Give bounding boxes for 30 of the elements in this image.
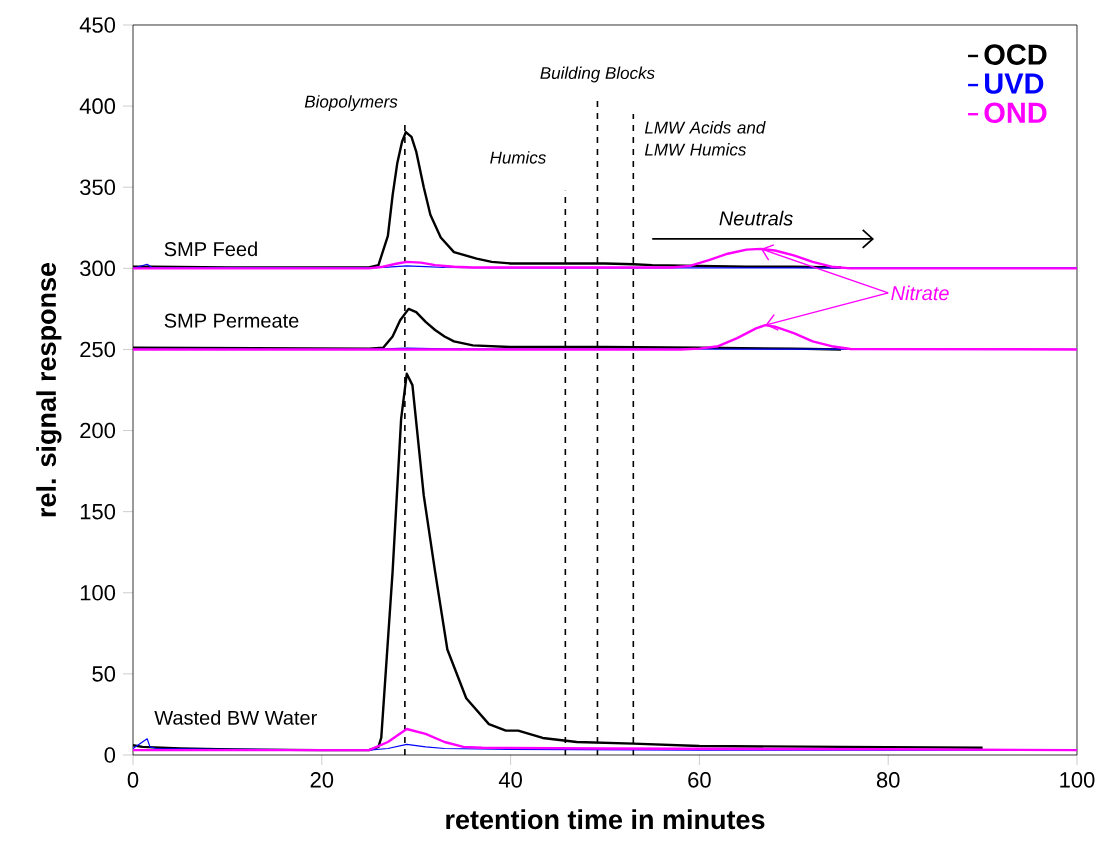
legend-label: OND	[984, 102, 1047, 124]
x-tick-label: 0	[127, 772, 139, 788]
y-tick-label: 0	[104, 747, 116, 763]
y-tick-label: 150	[80, 503, 116, 520]
y-axis-title: rel. signal response	[36, 262, 62, 517]
ref-line-label: Humics	[490, 151, 546, 164]
y-tick-label: 300	[80, 260, 116, 277]
x-tick-label: 60	[688, 772, 711, 788]
x-tick-label: 20	[310, 772, 334, 788]
annotation: SMP Feed	[164, 241, 257, 257]
ref-line-label: Building Blocks	[540, 66, 655, 83]
legend-label: OCD	[984, 44, 1047, 65]
x-tick-label: 40	[498, 772, 522, 788]
y-tick-label: 250	[80, 341, 116, 358]
x-tick-label: 80	[876, 772, 900, 788]
x-axis-title: retention time in minutes	[446, 809, 765, 830]
y-tick-label: 200	[80, 422, 116, 439]
ref-line-label: Biopolymers	[304, 95, 398, 112]
y-tick-label: 50	[92, 666, 116, 682]
y-tick-label: 400	[79, 98, 116, 114]
annotation: Wasted BW Water	[154, 710, 317, 725]
annotation: Neutrals	[719, 210, 793, 226]
y-tick-label: 100	[80, 585, 116, 601]
y-tick-label: 450	[79, 17, 116, 33]
y-tick-label: 350	[80, 179, 116, 196]
annotation: Nitrate	[891, 285, 949, 301]
x-tick-label: 100	[1060, 772, 1095, 788]
legend-label: UVD	[985, 73, 1044, 94]
annotation: SMP Permeate	[164, 313, 299, 328]
ref-line-label: LMW Acids and LMW Humics	[644, 121, 766, 156]
